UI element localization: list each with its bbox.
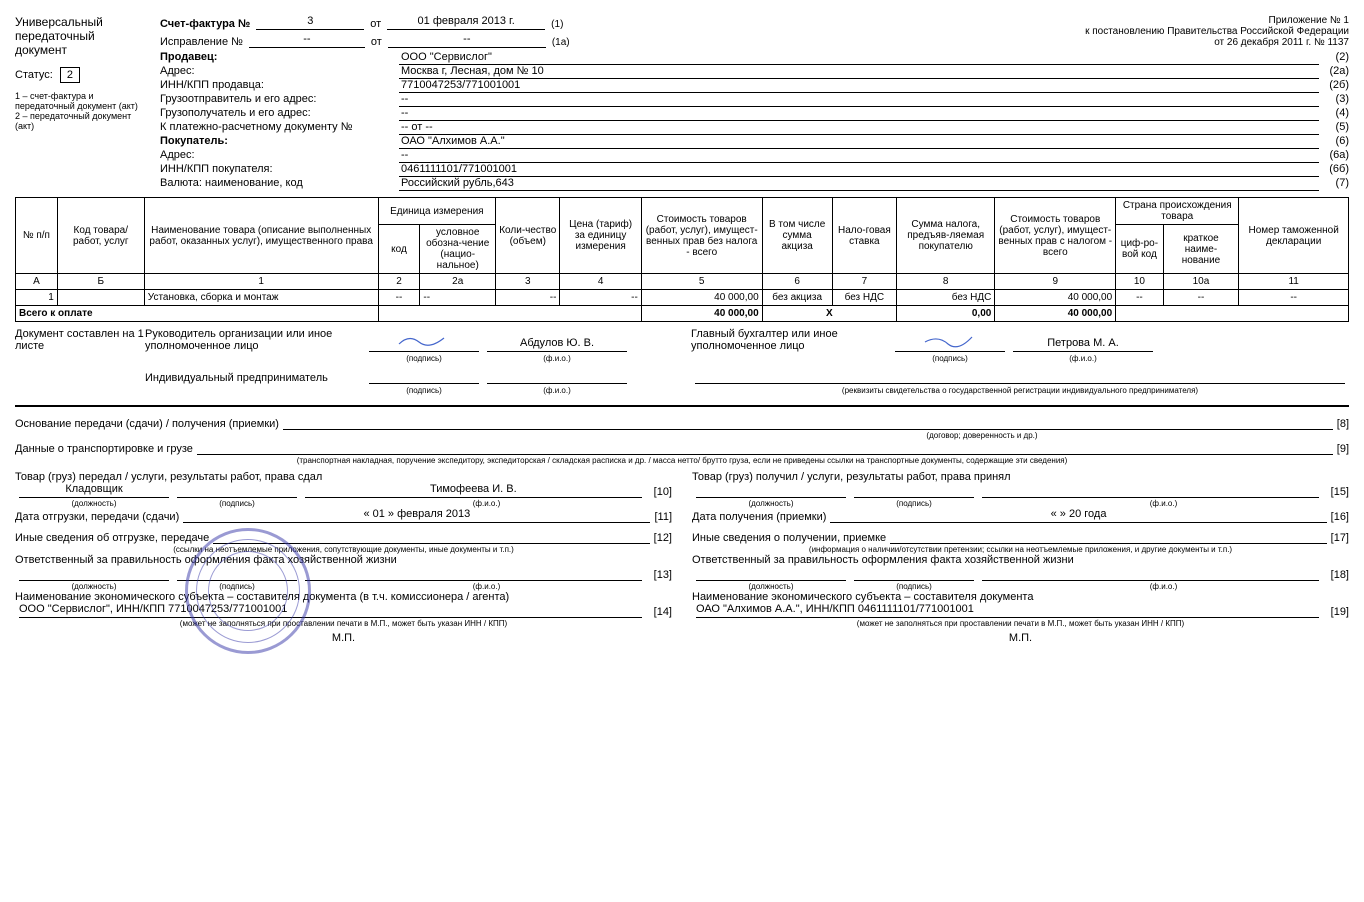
status-value: 2 <box>60 67 80 83</box>
signature-icon <box>920 332 980 348</box>
doc-title: Универсальный передаточный документ <box>15 15 145 57</box>
invoice-date: 01 февраля 2013 г. <box>387 15 545 30</box>
invoice-no: 3 <box>256 15 364 30</box>
table-row: 1Установка, сборка и монтаж--------40 00… <box>16 290 1349 306</box>
items-table: № п/п Код товара/ работ, услуг Наименова… <box>15 197 1349 322</box>
upd-document: Приложение № 1к постановлению Правительс… <box>15 15 1349 644</box>
attachment-note: Приложение № 1к постановлению Правительс… <box>1085 15 1349 48</box>
seal-icon <box>185 528 311 654</box>
signature-icon <box>394 332 454 348</box>
